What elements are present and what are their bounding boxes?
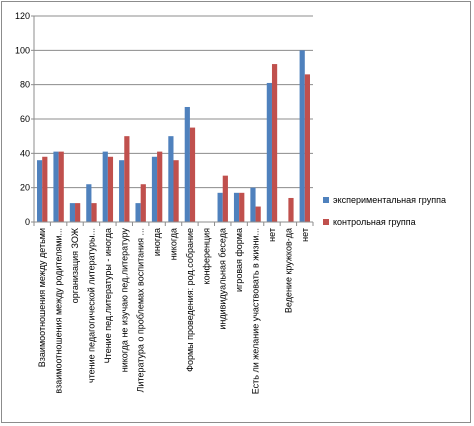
y-tick-label: 80 [20, 80, 30, 90]
bar-control [75, 203, 81, 222]
x-tick-label: Чтение пед.литературы - иногда [103, 228, 113, 363]
bar-control [173, 160, 179, 222]
x-tick-label: взаимоотношения между родителями... [54, 228, 64, 394]
x-tick-label: нет [267, 228, 277, 242]
legend-label: контрольная группа [333, 217, 416, 227]
x-tick-label: чтение педагогической литературы... [86, 228, 96, 383]
y-tick-labels: 0 20 40 60 80 100 120 [15, 11, 30, 227]
bar-experimental [151, 156, 158, 222]
bar-experimental [184, 106, 190, 222]
x-tick-label: организация ЗОЖ [70, 227, 80, 303]
x-tick-label: Взаимоотношения между детьми [37, 228, 47, 367]
x-tick-label: никогда не изучаю пед.литературу [119, 228, 129, 373]
bar-experimental [266, 82, 272, 222]
bar-experimental [233, 192, 240, 222]
bar-control [189, 127, 196, 222]
bar-experimental [250, 187, 256, 222]
bar-control [288, 197, 294, 222]
bar-control [42, 156, 48, 222]
bar-control [107, 156, 114, 222]
x-tick-label: Есть ли желание участвовать в жизни... [251, 228, 261, 394]
x-tick-label: нет [300, 228, 310, 242]
y-tick-label: 20 [20, 183, 30, 193]
x-tick-label: Формы проведения: род.собрание [185, 228, 195, 372]
bar-experimental [53, 151, 59, 222]
gridlines [34, 15, 313, 189]
bar-experimental [299, 50, 305, 223]
bar-control [157, 151, 163, 222]
x-tick-labels: Взаимоотношения между детьми взаимоотноше… [37, 227, 310, 394]
y-tick-label: 100 [15, 45, 30, 55]
bar-control [58, 151, 64, 222]
bars [37, 50, 310, 223]
y-tick-label: 40 [20, 148, 30, 158]
bar-experimental [135, 203, 141, 222]
y-tick-label: 120 [15, 11, 30, 21]
legend-item: контрольная группа [323, 217, 416, 227]
bar-experimental [86, 184, 92, 222]
x-tick-label: игровая форма [234, 228, 244, 292]
legend-swatch [323, 219, 329, 225]
bar-control [304, 74, 310, 222]
y-tick-label: 60 [20, 114, 30, 124]
bar-control [239, 192, 245, 222]
x-tick-label: конференция [201, 228, 211, 285]
x-tick-label: никогда [169, 228, 179, 260]
bar-experimental [119, 160, 125, 222]
bar-experimental [69, 203, 76, 222]
x-tick-label: Литература о проблемах воспитания ... [136, 228, 146, 392]
bar-control [91, 203, 97, 222]
bar-experimental [168, 136, 174, 222]
x-tick-label: Ведение кружков-да [283, 228, 293, 313]
bar-control [124, 136, 130, 222]
bar-control [255, 206, 261, 222]
bar-experimental [217, 192, 223, 222]
legend: экспериментальная группа контрольная груп… [323, 195, 446, 227]
axes [31, 15, 314, 226]
legend-swatch [323, 197, 329, 203]
legend-label: экспериментальная группа [333, 195, 446, 205]
bar-experimental [37, 160, 43, 222]
y-tick-label: 0 [25, 217, 30, 227]
x-tick-label: иногда [152, 228, 162, 256]
bar-control [140, 184, 146, 222]
legend-item: экспериментальная группа [323, 195, 446, 205]
bar-control [271, 64, 278, 222]
x-tick-label: индивидуальная беседа [218, 228, 228, 330]
bar-experimental [102, 151, 108, 222]
bar-control [222, 175, 228, 222]
